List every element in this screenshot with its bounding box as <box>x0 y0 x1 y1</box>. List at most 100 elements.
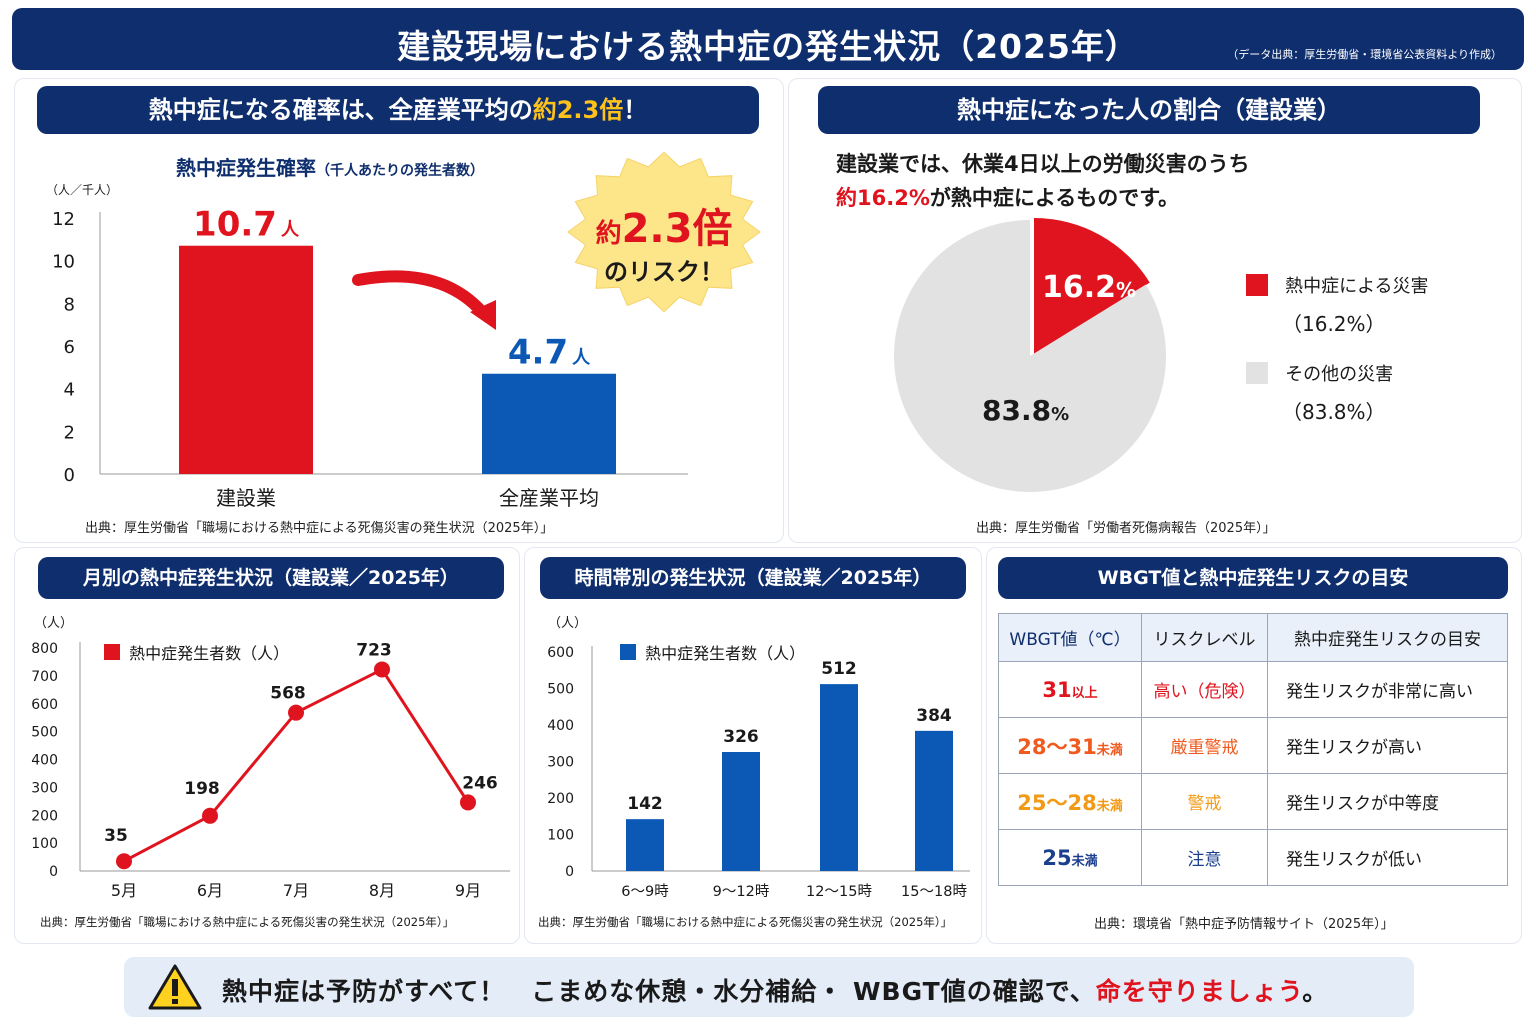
monthly-point <box>288 704 304 721</box>
probability-y-tick: 4 <box>64 380 75 401</box>
wbgt-value-cell: 25～28未満 <box>998 773 1142 830</box>
wbgt-value-unit: 未満 <box>1096 798 1123 814</box>
trend-arrow <box>352 270 488 318</box>
wbgt-desc-cell: 発生リスクが低い <box>1267 829 1508 886</box>
probability-bar <box>179 245 313 474</box>
wbgt-level-cell: 厳重警戒 <box>1141 717 1268 774</box>
monthly-y-tick: 500 <box>31 725 58 741</box>
monthly-y-tick: 600 <box>31 697 58 713</box>
monthly-value-label: 723 <box>356 640 392 660</box>
probability-y-tick: 6 <box>64 337 75 358</box>
wbgt-value: 31 <box>1042 677 1072 702</box>
monthly-legend: 熱中症発生者数（人） <box>104 640 289 664</box>
page-title: 建設現場における熱中症の発生状況（2025年） <box>397 27 1139 66</box>
hourly-y-tick: 500 <box>547 682 574 698</box>
footer-suffix: 。 <box>1302 977 1329 1006</box>
wbgt-value: 28～31 <box>1017 734 1097 759</box>
wbgt-desc-cell: 発生リスクが高い <box>1267 717 1508 774</box>
monthly-y-tick: 200 <box>31 808 58 824</box>
probability-y-tick: 2 <box>64 422 75 443</box>
ratio-desc-line2: 約16.2%が熱中症によるものです。 <box>836 182 1179 212</box>
hourly-x-tick: 12～15時 <box>806 883 872 900</box>
monthly-point <box>202 807 218 824</box>
ratio-desc-line1: 建設業では、休業4日以上の労働災害のうち <box>836 152 1250 176</box>
hourly-legend-label: 熱中症発生者数（人） <box>645 644 806 663</box>
probability-source: 出典：厚生労働省「職場における熱中症による死傷災害の発生状況（2025年）」 <box>85 521 554 536</box>
ratio-source: 出典：厚生労働省「労働者死傷病報告（2025年）」 <box>976 521 1276 536</box>
probability-bar <box>482 373 616 474</box>
hourly-value-label: 142 <box>627 794 663 814</box>
banner-prefix: 熱中症になる確率は、全産業平均の <box>148 96 533 124</box>
ratio-desc-highlight: 約16.2% <box>836 186 930 210</box>
pie-slice <box>893 220 1166 492</box>
wbgt-level-cell: 注意 <box>1141 829 1268 886</box>
starburst-prefix: 約 <box>595 219 622 249</box>
probability-category-label: 全産業平均 <box>499 486 599 510</box>
probability-y-unit: （人／千人） <box>46 183 119 197</box>
risk-starburst <box>567 151 761 313</box>
wbgt-level-cell: 高い（危険） <box>1141 661 1268 718</box>
legend-swatch-other <box>1246 362 1268 384</box>
monthly-y-tick: 100 <box>31 836 58 852</box>
wbgt-desc-cell: 発生リスクが非常に高い <box>1267 661 1508 718</box>
monthly-y-tick: 300 <box>31 780 58 796</box>
monthly-x-tick: 9月 <box>455 881 481 900</box>
probability-y-tick: 0 <box>64 465 75 486</box>
wbgt-table: WBGT値（℃） リスクレベル 熱中症発生リスクの目安 31以上 高い（危険） 発生… <box>998 613 1508 886</box>
probability-y-tick: 12 <box>52 209 75 230</box>
monthly-x-tick: 6月 <box>197 881 223 900</box>
wbgt-value-unit: 未満 <box>1071 853 1098 869</box>
ratio-desc-suffix: が熱中症によるものです。 <box>929 186 1180 210</box>
probability-y-tick: 8 <box>64 294 75 315</box>
footer-prefix: 熱中症は予防がすべて！ こまめな休憩・水分補給・ WBGT値の確認で、 <box>222 977 1096 1006</box>
wbgt-value-cell: 31以上 <box>998 661 1142 718</box>
monthly-x-tick: 8月 <box>369 881 395 900</box>
monthly-y-tick: 800 <box>31 641 58 657</box>
hourly-x-tick: 9～12時 <box>713 883 770 900</box>
probability-value-label: 4.7 人 <box>508 333 591 373</box>
probability-y-tick: 10 <box>52 252 75 273</box>
pie-label-other-num: 83.8 <box>982 394 1052 427</box>
panel-probability <box>14 78 784 543</box>
wbgt-level-cell: 警戒 <box>1141 773 1268 830</box>
monthly-point <box>116 853 132 870</box>
starburst-line1: 約2.3倍 <box>582 196 746 254</box>
wbgt-value-unit: 以上 <box>1071 685 1098 701</box>
wbgt-value-cell: 25未満 <box>998 829 1142 886</box>
hourly-legend: 熱中症発生者数（人） <box>620 640 805 664</box>
monthly-line-chart: 0 100 200 300 400 500 600 700 800 35 5月 198 6月 568 7月 7… <box>31 640 510 900</box>
pie-legend-heat: 熱中症による災害 （16.2%） <box>1246 272 1429 337</box>
hourly-banner: 時間帯別の発生状況（建設業／2025年） <box>540 557 966 599</box>
hourly-y-tick: 400 <box>547 718 574 734</box>
monthly-legend-swatch <box>104 644 120 660</box>
pie-label-heat: 16.2% <box>1042 270 1136 305</box>
hourly-y-tick: 300 <box>547 755 574 771</box>
monthly-value-label: 35 <box>104 826 128 846</box>
wbgt-row: 28～31未満 厳重警戒 発生リスクが高い <box>998 717 1508 774</box>
wbgt-value-unit: 未満 <box>1096 742 1123 758</box>
wbgt-col-level: リスクレベル <box>1141 613 1268 662</box>
legend-value-heat: （16.2%） <box>1282 312 1386 336</box>
legend-value-other: （83.8%） <box>1282 400 1386 424</box>
hourly-x-tick: 6～9時 <box>621 883 668 900</box>
monthly-x-tick: 5月 <box>111 881 137 900</box>
probability-chart-title: 熱中症発生確率（千人あたりの発生者数） <box>176 152 484 181</box>
page-header: 建設現場における熱中症の発生状況（2025年） （データ出典：厚生労働省・環境省… <box>12 8 1524 70</box>
hourly-y-tick: 200 <box>547 791 574 807</box>
footer-banner: 熱中症は予防がすべて！ こまめな休憩・水分補給・ WBGT値の確認で、命を守りま… <box>124 957 1414 1017</box>
footer-highlight: 命を守りましょう <box>1095 977 1303 1006</box>
pie-label-other: 83.8% <box>982 394 1069 427</box>
pie-slice <box>1034 218 1150 354</box>
banner-suffix: ！ <box>623 96 648 124</box>
wbgt-banner: WBGT値と熱中症発生リスクの目安 <box>998 557 1508 599</box>
panel-hourly <box>524 547 982 944</box>
monthly-value-label: 568 <box>270 684 306 704</box>
chart-title-text: 熱中症発生確率 <box>176 156 316 180</box>
hourly-y-tick: 0 <box>565 864 574 880</box>
wbgt-row: 25未満 注意 発生リスクが低い <box>998 829 1508 886</box>
monthly-point <box>374 661 390 678</box>
hourly-y-tick: 600 <box>547 645 574 661</box>
warning-icon <box>148 964 202 1010</box>
trend-arrow-head <box>470 300 496 330</box>
wbgt-header-row: WBGT値（℃） リスクレベル 熱中症発生リスクの目安 <box>998 613 1508 662</box>
